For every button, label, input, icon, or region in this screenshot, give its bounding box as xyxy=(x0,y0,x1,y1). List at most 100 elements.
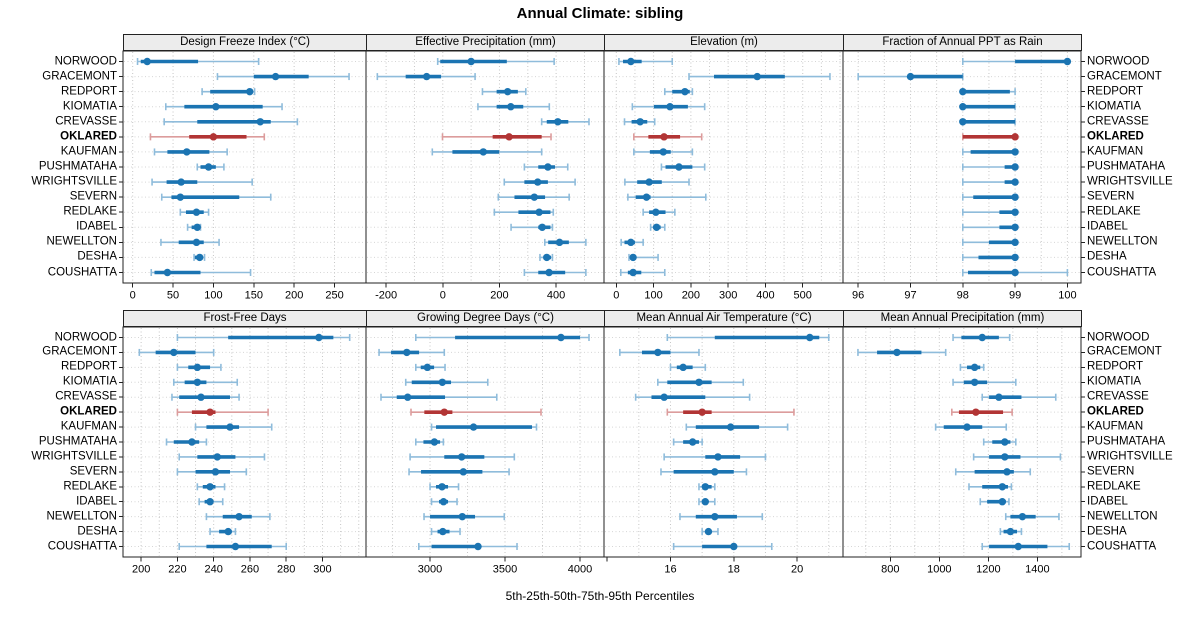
series-redlake xyxy=(429,483,460,491)
median-dot xyxy=(970,378,979,386)
median-dot xyxy=(256,118,264,126)
median-dot xyxy=(183,148,191,156)
series-desha xyxy=(193,253,206,262)
median-dot xyxy=(235,512,243,521)
series-wrightsville xyxy=(178,453,266,461)
series-oklared xyxy=(951,408,1013,416)
series-gracemont xyxy=(688,72,831,81)
chart-title: Annual Climate: sibling xyxy=(516,5,684,22)
panel-border xyxy=(603,326,844,558)
series-redport xyxy=(481,87,527,96)
series-newellton xyxy=(160,238,220,247)
station-label-right: NEWELLTON xyxy=(1087,235,1158,248)
series-desha xyxy=(628,253,659,262)
median-dot xyxy=(543,253,551,262)
median-dot xyxy=(1001,453,1009,461)
median-dot xyxy=(176,193,185,201)
station-label-right: CREVASSE xyxy=(1087,390,1149,403)
station-label-right: OKLARED xyxy=(1087,130,1144,143)
series-wrightsville xyxy=(663,453,767,461)
median-dot xyxy=(1011,148,1019,156)
series-oklared xyxy=(176,408,269,416)
median-dot xyxy=(906,72,915,81)
x-tick-label: 280 xyxy=(277,564,295,576)
median-dot xyxy=(545,268,553,277)
series-kiomatia xyxy=(172,378,239,386)
series-crevasse xyxy=(163,118,299,126)
median-dot xyxy=(652,223,661,231)
series-kiomatia xyxy=(164,103,283,111)
median-dot xyxy=(978,333,986,342)
series-coushatta xyxy=(523,268,587,277)
series-severn xyxy=(408,468,510,476)
median-dot xyxy=(695,378,703,386)
series-crevasse xyxy=(171,393,240,401)
station-label-right: COUSHATTA xyxy=(1087,265,1157,278)
median-dot xyxy=(681,87,689,96)
median-dot xyxy=(1018,512,1027,521)
series-kiomatia xyxy=(959,103,1016,111)
series-oklared xyxy=(633,133,703,141)
series-coushatta xyxy=(619,268,666,277)
median-dot xyxy=(224,527,232,536)
median-dot xyxy=(438,378,447,386)
series-wrightsville xyxy=(624,178,690,186)
x-tick-label: 18 xyxy=(728,564,740,576)
station-label-right: GRACEMONT xyxy=(1087,345,1162,358)
station-label-left: WRIGHTSVILLE xyxy=(31,175,117,188)
series-norwood xyxy=(414,333,590,342)
series-oklared xyxy=(666,408,795,416)
series-crevasse xyxy=(634,393,751,401)
median-dot xyxy=(688,438,697,446)
series-newellton xyxy=(543,238,587,247)
median-dot xyxy=(660,393,668,401)
station-label-left: REDLAKE xyxy=(63,205,117,218)
series-wrightsville xyxy=(961,178,1019,186)
median-dot xyxy=(730,542,738,551)
median-dot xyxy=(701,483,709,491)
station-label-left: COUSHATTA xyxy=(47,539,117,552)
series-norwood xyxy=(961,57,1072,66)
x-tick-label: 240 xyxy=(204,564,222,576)
series-kaufman xyxy=(431,148,543,156)
series-gracemont xyxy=(857,72,964,81)
median-dot xyxy=(554,118,562,126)
series-idabel xyxy=(430,498,458,506)
median-dot xyxy=(206,408,214,416)
series-severn xyxy=(627,193,707,201)
x-tick-label: 150 xyxy=(245,290,263,302)
series-idabel xyxy=(186,223,202,231)
series-pushmataha xyxy=(672,438,703,446)
series-redlake xyxy=(179,208,210,216)
median-dot xyxy=(538,223,546,231)
panel-border xyxy=(842,326,1082,558)
series-severn xyxy=(176,468,248,476)
station-label-left: NORWOOD xyxy=(54,330,117,343)
median-dot xyxy=(701,498,709,506)
station-label-left: REDPORT xyxy=(60,360,117,373)
station-label-left: SEVERN xyxy=(69,465,117,478)
series-desha xyxy=(701,527,719,536)
median-dot xyxy=(959,103,967,111)
station-label-right: WRIGHTSVILLE xyxy=(1087,450,1173,463)
x-tick-label: 3500 xyxy=(493,564,517,576)
station-label-right: KIOMATIA xyxy=(1087,99,1142,112)
series-crevasse xyxy=(540,118,590,126)
series-pushmataha xyxy=(523,163,569,171)
x-tick-label: 200 xyxy=(490,290,508,302)
median-dot xyxy=(1011,163,1019,171)
series-pushmataha xyxy=(414,438,445,446)
median-dot xyxy=(726,423,735,431)
median-dot xyxy=(636,118,644,126)
median-dot xyxy=(995,393,1003,401)
station-label-left: GRACEMONT xyxy=(42,345,117,358)
median-dot xyxy=(163,268,172,277)
station-label-right: COUSHATTA xyxy=(1087,539,1157,552)
median-dot xyxy=(714,453,722,461)
x-tick-label: 400 xyxy=(547,290,565,302)
x-tick-label: 20 xyxy=(791,564,803,576)
median-dot xyxy=(197,393,205,401)
series-norwood xyxy=(666,333,830,342)
